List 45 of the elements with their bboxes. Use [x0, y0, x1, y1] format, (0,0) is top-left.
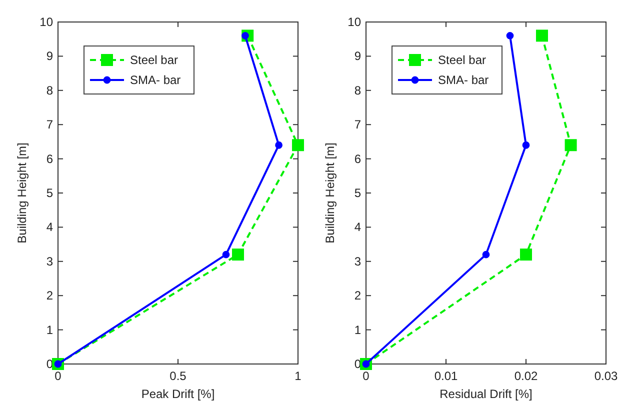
- x-tick-label: 1: [294, 369, 302, 383]
- y-tick-label: 7: [46, 118, 54, 132]
- point: [506, 32, 514, 40]
- point: [536, 30, 548, 42]
- y-tick-label: 9: [46, 49, 54, 64]
- x-tick-label: 0.03: [594, 369, 618, 383]
- x-tick-label: 0: [362, 369, 370, 383]
- y-axis-title: Building Height [m]: [323, 142, 337, 244]
- point: [222, 250, 230, 258]
- y-tick-label: 4: [354, 220, 362, 234]
- point: [292, 139, 304, 152]
- y-tick-label: 5: [354, 186, 362, 200]
- x-tick-label: 0.02: [514, 369, 538, 383]
- legend-label: SMA- bar: [130, 73, 181, 87]
- x-axis-title: Residual Drift [%]: [440, 387, 532, 401]
- y-tick-label: 9: [354, 49, 362, 64]
- y-tick-label: 8: [46, 83, 54, 98]
- legend-label: SMA- bar: [438, 73, 489, 87]
- point: [520, 248, 532, 261]
- y-tick-label: 1: [46, 322, 54, 337]
- y-tick-label: 3: [46, 254, 54, 268]
- x-tick-label: 0.01: [434, 369, 458, 383]
- x-tick-label: 0.5: [170, 369, 187, 383]
- legend-label: Steel bar: [438, 53, 486, 67]
- y-tick-label: 2: [46, 288, 54, 303]
- legend-label: Steel bar: [130, 53, 178, 67]
- y-tick-label: 3: [354, 254, 362, 268]
- x-axis-title: Peak Drift [%]: [141, 387, 215, 401]
- y-tick-label: 10: [40, 15, 54, 29]
- y-axis-title: Building Height [m]: [15, 142, 29, 244]
- y-tick-label: 10: [348, 15, 362, 29]
- point: [482, 250, 490, 258]
- x-tick-label: 0: [54, 369, 62, 383]
- y-tick-label: 2: [354, 288, 362, 303]
- point: [232, 248, 244, 261]
- y-tick-label: 5: [46, 186, 54, 200]
- y-tick-label: 7: [354, 118, 362, 132]
- y-tick-label: 4: [46, 220, 54, 234]
- point: [564, 139, 577, 152]
- y-tick-label: 6: [46, 152, 54, 166]
- point: [522, 141, 530, 149]
- y-tick-label: 1: [354, 322, 362, 337]
- point: [275, 141, 282, 149]
- y-tick-label: 8: [354, 83, 362, 98]
- y-tick-label: 6: [354, 152, 362, 166]
